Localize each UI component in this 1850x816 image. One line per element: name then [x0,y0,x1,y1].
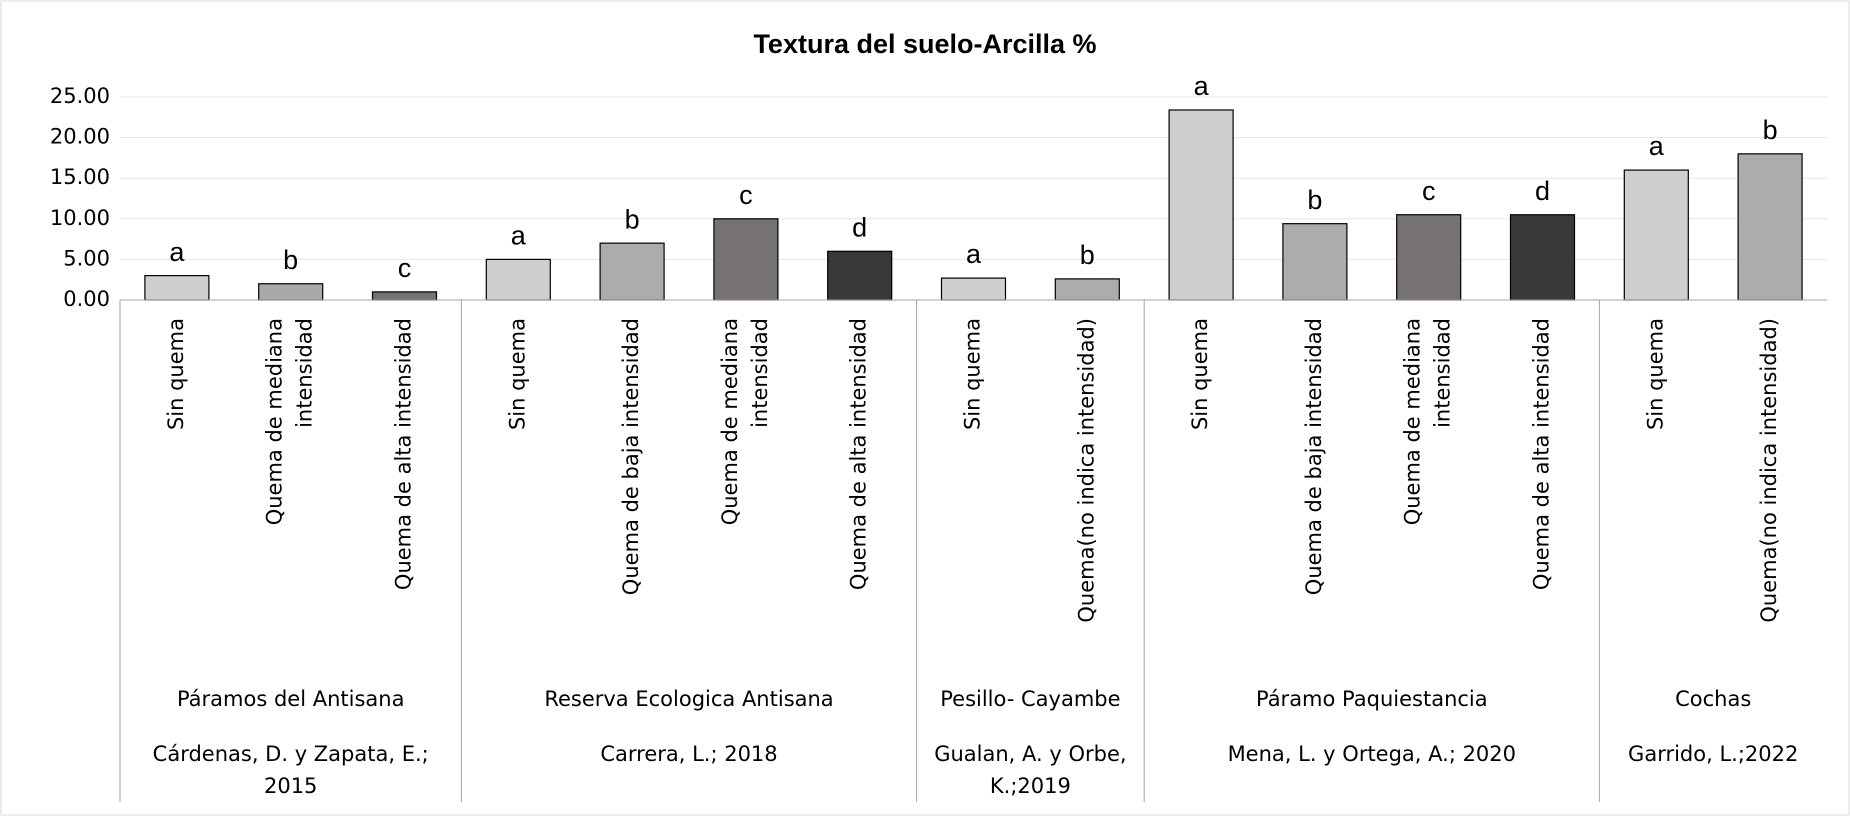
data-label: b [283,245,298,275]
group-label: Reserva Ecologica Antisana [544,687,833,711]
data-label: a [1194,71,1210,101]
data-label: b [625,204,640,234]
x-tick-label: Sin quema [1643,318,1667,430]
x-tick-label: Sin quema [961,318,985,430]
bar [599,242,665,301]
bar [485,258,551,301]
x-tick-label: Sin quema [164,318,188,430]
x-tick-label: intensidad [748,318,772,428]
x-tick-label: intensidad [1431,318,1455,428]
data-label: a [511,221,527,251]
data-label: c [1422,176,1436,206]
bar [1054,278,1120,301]
group-label: Páramos del Antisana [177,687,405,711]
data-label: d [1535,176,1550,206]
bar [713,218,779,301]
x-tick-label: Quema de baja intensidad [1302,318,1326,595]
source-label: 2015 [264,774,317,798]
y-tick-label: 15.00 [50,165,110,189]
source-label: K.;2019 [990,774,1071,798]
source-label: Carrera, L.; 2018 [600,742,777,766]
x-tick-label: Quema de alta intensidad [847,318,871,590]
x-tick-label: Quema de mediana [263,318,287,525]
source-label: Mena, L. y Ortega, A.; 2020 [1228,742,1516,766]
group-label: Páramo Paquiestancia [1256,687,1488,711]
bar [1396,214,1462,301]
group-label: Cochas [1675,687,1751,711]
bar [1282,223,1348,301]
bar [1168,109,1234,301]
data-label: a [966,239,982,269]
group-label: Pesillo- Cayambe [940,687,1120,711]
bar [1737,153,1803,301]
y-tick-label: 5.00 [63,246,110,270]
chart-title: Textura del suelo-Arcilla % [753,29,1096,59]
data-label: b [1307,185,1322,215]
x-tick-label: intensidad [293,318,317,428]
bar [371,291,438,301]
x-tick-label: Quema de baja intensidad [619,318,643,595]
x-tick-label: Quema de alta intensidad [392,318,416,590]
bar [258,283,324,301]
data-label: b [1763,115,1778,145]
y-tick-label: 20.00 [50,125,110,149]
bar [940,277,1007,301]
x-tick-label: Sin quema [505,318,529,430]
data-label: a [169,237,185,267]
source-label: Garrido, L.;2022 [1628,742,1798,766]
source-label: Cárdenas, D. y Zapata, E.; [153,742,429,766]
data-label: c [739,180,753,210]
data-label: c [398,253,412,283]
x-tick-label: Quema(no indica intensidad) [1074,318,1098,623]
x-tick-label: Sin quema [1188,318,1212,430]
bar [827,250,893,301]
x-tick-label: Quema de mediana [1401,318,1425,525]
x-tick-label: Quema(no indica intensidad) [1757,318,1781,623]
y-tick-label: 25.00 [50,84,110,108]
bar [1509,214,1576,301]
y-tick-label: 10.00 [50,206,110,230]
x-tick-label: Quema de mediana [718,318,742,525]
data-label: d [852,212,867,242]
x-tick-label: Quema de alta intensidad [1530,318,1554,590]
data-label: a [1649,131,1665,161]
y-tick-label: 0.00 [63,287,110,311]
source-label: Gualan, A. y Orbe, [934,742,1126,766]
bar [144,275,210,301]
data-label: b [1080,240,1095,270]
bar [1623,169,1689,301]
